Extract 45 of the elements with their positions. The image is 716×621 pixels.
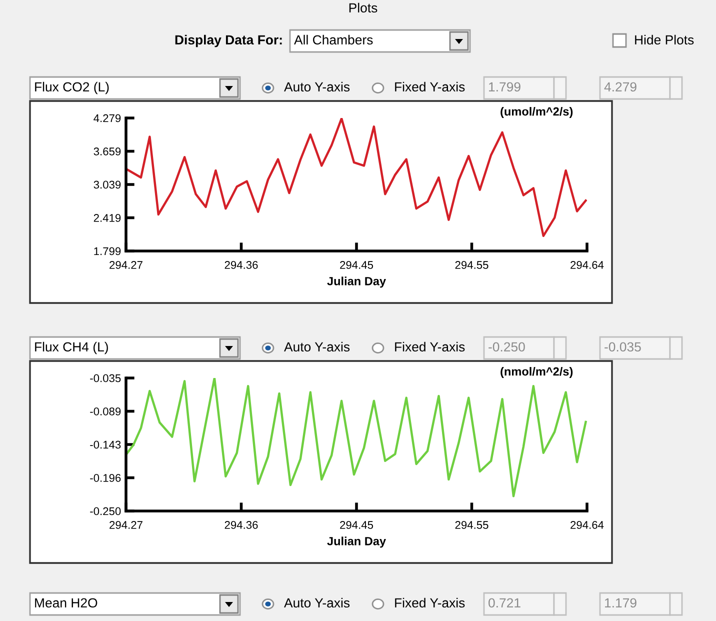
- text: Mean H2O: [35, 598, 98, 608]
- x-tick-label: 294.36: [224, 261, 258, 269]
- y-tick-label: 3.659: [94, 148, 121, 156]
- text: Plots: [349, 2, 378, 13]
- text: Auto Y-axis: [284, 82, 350, 92]
- text: 1.799: [489, 82, 520, 92]
- text: Auto Y-axis: [284, 342, 350, 352]
- x-tick-label: 294.27: [110, 261, 142, 269]
- x-tick-label: 294.27: [110, 521, 142, 529]
- y-tick-label: -0.089: [90, 408, 121, 416]
- text: Fixed Y-axis: [395, 342, 465, 352]
- text: -0.035: [604, 342, 641, 352]
- x-tick-label: 294.45: [340, 261, 374, 269]
- y-tick-label: 2.419: [94, 214, 121, 222]
- y-tick-label: -0.035: [90, 374, 121, 382]
- line-series: [126, 378, 587, 498]
- text: 0.721: [488, 598, 520, 608]
- text: 1.179: [605, 598, 636, 608]
- text: Display Data For:: [175, 34, 282, 48]
- text: Fixed Y-axis: [395, 82, 465, 92]
- x-tick-label: 294.55: [455, 261, 488, 269]
- text: Fixed Y-axis: [395, 598, 465, 608]
- x-tick-label: 294.45: [340, 521, 374, 529]
- x-tick-label: 294.64: [570, 261, 604, 269]
- y-axis-title: (nmol/m^2/s): [500, 366, 573, 378]
- text: All Chambers: [294, 34, 373, 45]
- x-tick-label: 294.36: [224, 521, 258, 529]
- text: Hide Plots: [635, 34, 694, 45]
- text: Auto Y-axis: [284, 598, 350, 608]
- line-series: [126, 118, 587, 238]
- chart-title: Flux CH4 (L): [35, 342, 108, 354]
- y-tick-label: -0.143: [90, 440, 121, 449]
- y-tick-label: 3.039: [94, 180, 121, 189]
- chart-title: Flux CO2 (L): [35, 82, 109, 94]
- y-tick-label: -0.250: [90, 507, 121, 516]
- x-axis-title: Julian Day: [327, 536, 386, 548]
- x-axis-title: Julian Day: [327, 276, 386, 288]
- y-tick-label: -0.196: [90, 474, 121, 482]
- x-tick-label: 294.64: [570, 521, 604, 529]
- y-axis-title: (umol/m^2/s): [500, 106, 573, 118]
- text: -0.250: [488, 342, 525, 352]
- x-tick-label: 294.55: [455, 521, 488, 529]
- text: 4.279: [604, 82, 636, 92]
- y-tick-label: 4.279: [94, 114, 121, 122]
- y-tick-label: 1.799: [94, 247, 121, 256]
